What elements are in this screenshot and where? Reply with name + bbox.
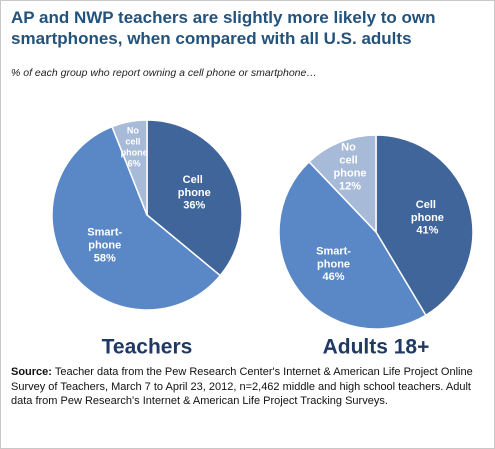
source-label: Source: (11, 366, 52, 378)
slice-label-line: Cell (183, 174, 206, 186)
subtitle: % of each group who report owning a cell… (11, 67, 317, 79)
slice-label-line: cell (339, 155, 360, 167)
slice-value-label: 12% (339, 181, 361, 193)
title: AP and NWP teachers are slightly more li… (11, 8, 436, 48)
slice-label-line: No (127, 126, 142, 136)
pie-slice (111, 119, 148, 216)
slice-label-line: phone (88, 240, 121, 252)
slice-value-label: 6% (128, 159, 141, 169)
slice-label: No cell phone (334, 142, 367, 180)
slice-label: No cell phone (121, 126, 148, 158)
chart-title: Teachers (102, 336, 193, 359)
slice-label-line: phone (178, 187, 211, 199)
pie-slice (278, 160, 427, 330)
slice-label-line: cell (125, 137, 143, 147)
pie-slice (375, 134, 474, 317)
slice-value-label: 36% (183, 200, 205, 212)
slice-label-line: phone (121, 148, 148, 158)
chart-title: Adults 18+ (323, 336, 430, 359)
slice-label-line: Cell (416, 199, 439, 211)
slice-value-label: 46% (323, 271, 345, 283)
slice-label: Smart-phone (87, 227, 122, 252)
source-text: Teacher data from the Pew Research Cente… (11, 366, 473, 407)
slice-label-line: Smart- (87, 227, 122, 239)
slice-label: Cell phone (411, 199, 444, 224)
slice-label-line: No (341, 142, 359, 154)
pie-slice (51, 125, 222, 311)
slice-value-label: 41% (416, 225, 438, 237)
slice-label-line: phone (317, 258, 350, 270)
pie-slice (146, 119, 243, 277)
pie-slice (308, 134, 377, 234)
slice-label-line: Smart- (316, 245, 351, 257)
source: Source: Teacher data from the Pew Resear… (11, 365, 483, 409)
slice-label: Cell phone (178, 174, 211, 199)
slice-label-line: phone (411, 212, 444, 224)
slice-label: Smart-phone (316, 245, 351, 270)
slice-value-label: 58% (94, 253, 116, 265)
slice-label-line: phone (334, 168, 367, 180)
